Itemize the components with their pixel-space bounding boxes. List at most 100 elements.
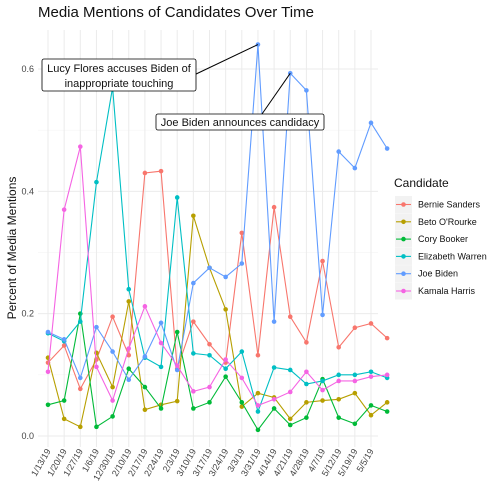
data-point xyxy=(255,409,261,414)
data-point xyxy=(304,88,309,93)
data-point xyxy=(61,343,67,348)
data-point xyxy=(368,374,374,379)
data-point xyxy=(142,354,148,359)
series-line xyxy=(47,215,388,428)
legend-key-point xyxy=(401,219,406,225)
data-point xyxy=(336,345,342,350)
data-point xyxy=(174,195,180,200)
data-point xyxy=(304,369,309,375)
data-point xyxy=(336,415,342,420)
y-axis-label: Percent of Media Mentions xyxy=(5,177,19,320)
series-line xyxy=(47,170,388,391)
data-point xyxy=(78,319,83,324)
data-point xyxy=(174,363,180,368)
data-point xyxy=(78,424,83,430)
data-point xyxy=(304,415,309,420)
y-tick-label: 0.2 xyxy=(21,309,34,319)
data-point xyxy=(384,409,390,414)
data-point xyxy=(94,364,99,370)
legend-title: Candidate xyxy=(394,176,449,190)
data-point xyxy=(320,258,325,264)
data-point xyxy=(239,230,245,236)
annotations: Lucy Flores accuses Biden of inappropriat… xyxy=(41,44,325,131)
series-line xyxy=(47,146,388,407)
data-point xyxy=(352,165,358,171)
data-point xyxy=(352,325,358,331)
data-point xyxy=(271,406,277,411)
data-point xyxy=(320,387,325,393)
data-point xyxy=(158,406,164,411)
legend-item: Cory Booker xyxy=(395,230,468,248)
y-tick-label: 0.6 xyxy=(21,64,34,74)
data-point xyxy=(352,421,358,427)
legend-label: Beto O'Rourke xyxy=(418,217,477,227)
y-tick-label: 0.4 xyxy=(21,186,34,196)
data-point xyxy=(158,320,164,326)
data-point xyxy=(384,146,390,151)
data-point xyxy=(352,378,358,384)
data-point xyxy=(207,265,212,271)
data-point xyxy=(304,381,309,387)
data-point xyxy=(45,402,51,408)
series-joe-biden xyxy=(45,42,390,383)
data-point xyxy=(191,389,196,394)
data-point xyxy=(110,414,115,419)
data-point xyxy=(239,404,245,409)
data-point xyxy=(110,314,115,320)
annotation-text-line1: Joe Biden announces candidacy xyxy=(161,117,320,129)
data-point xyxy=(287,367,293,373)
data-point xyxy=(174,367,180,373)
data-point xyxy=(191,213,196,219)
data-point xyxy=(287,389,293,395)
data-point xyxy=(255,352,261,358)
y-tick-labels: 0.0 0.2 0.4 0.6 xyxy=(21,64,34,441)
series-line xyxy=(47,44,388,381)
data-point xyxy=(191,406,196,411)
data-point xyxy=(223,274,228,280)
data-point xyxy=(271,397,277,402)
data-point xyxy=(239,400,245,405)
data-point xyxy=(287,422,293,428)
legend-key-point xyxy=(401,288,406,294)
data-point xyxy=(271,365,277,370)
data-point xyxy=(126,286,132,292)
legend-label: Cory Booker xyxy=(418,234,468,244)
data-point xyxy=(142,304,148,309)
data-point xyxy=(45,329,51,335)
data-point xyxy=(336,378,342,384)
series-elizabeth-warren xyxy=(45,85,390,414)
data-point xyxy=(78,375,83,381)
data-point xyxy=(126,352,132,358)
data-point xyxy=(239,375,245,381)
data-point xyxy=(223,374,228,379)
legend-item: Bernie Sanders xyxy=(395,196,481,213)
data-point xyxy=(78,144,83,149)
data-point xyxy=(78,386,83,392)
data-point xyxy=(223,357,228,362)
legend-label: Kamala Harris xyxy=(418,286,476,296)
data-point xyxy=(368,321,374,326)
legend-item: Elizabeth Warren xyxy=(395,247,487,265)
data-point xyxy=(239,261,245,266)
data-point xyxy=(320,378,325,384)
legend-key-point xyxy=(401,271,406,277)
data-point xyxy=(126,377,132,383)
legend: Candidate Bernie Sanders Beto O'Rourke Cor… xyxy=(394,176,487,300)
data-point xyxy=(158,364,164,370)
series-line xyxy=(47,87,388,414)
data-point xyxy=(174,329,180,335)
data-point xyxy=(191,351,196,356)
legend-key-point xyxy=(401,202,406,207)
data-point xyxy=(368,369,374,375)
series-kamala-harris xyxy=(45,144,390,408)
data-point xyxy=(158,168,164,174)
data-point xyxy=(142,170,148,176)
data-point xyxy=(384,372,390,378)
annotation-biden-announce: Joe Biden announces candidacy xyxy=(155,72,325,131)
annotation-leader-line xyxy=(261,72,291,115)
data-point xyxy=(142,384,148,390)
data-point xyxy=(94,424,99,430)
data-point xyxy=(352,390,358,396)
data-point xyxy=(94,179,99,185)
